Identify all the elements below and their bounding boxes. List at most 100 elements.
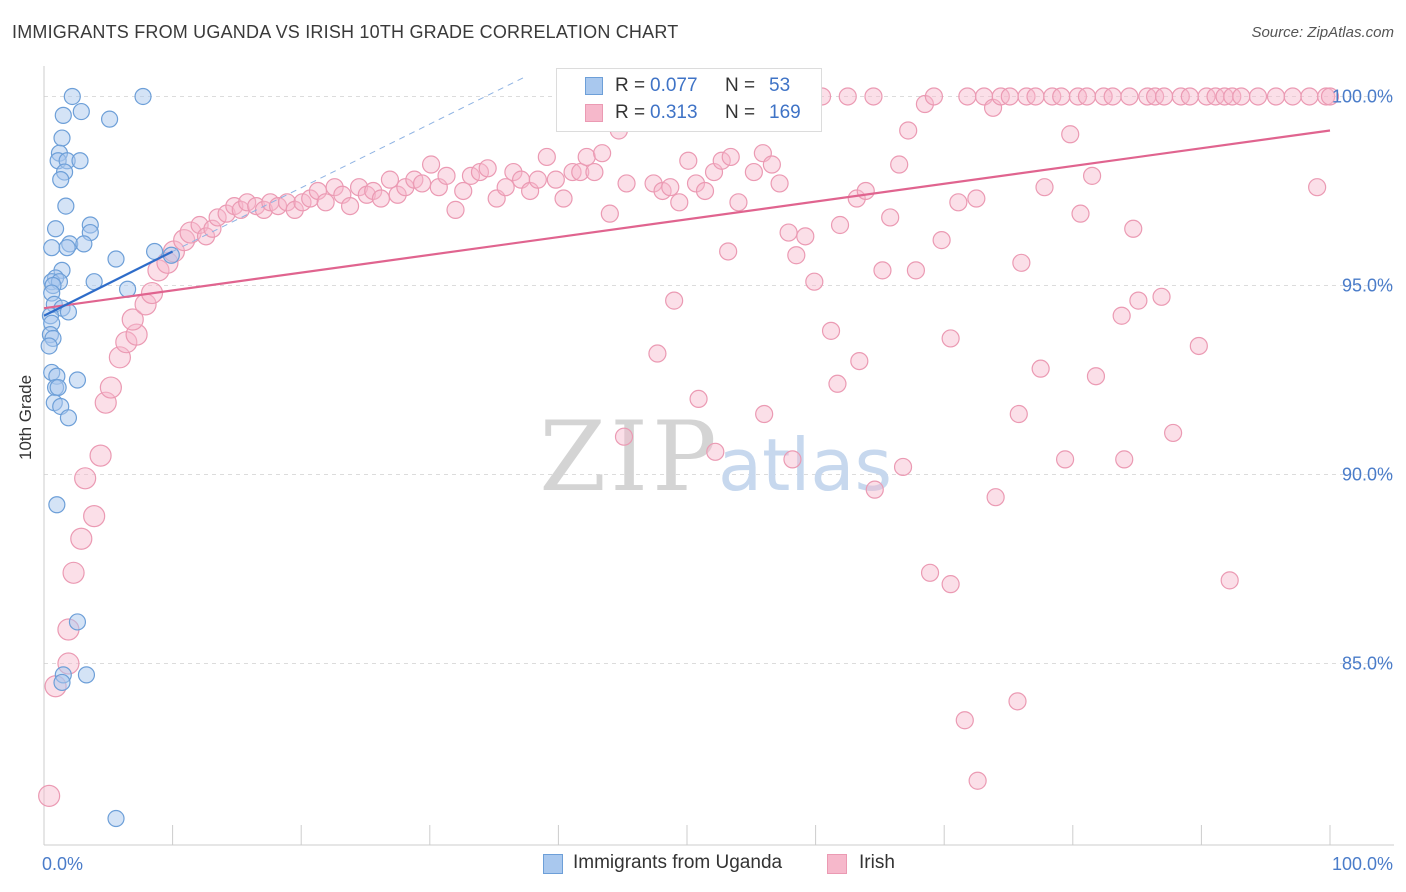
irish-point (787, 246, 806, 265)
uganda-point (72, 102, 90, 121)
irish-point (755, 404, 774, 424)
irish-point (83, 504, 106, 528)
irish-point (179, 221, 202, 244)
uganda-point (75, 235, 93, 253)
irish-point (99, 376, 122, 399)
uganda-point (48, 496, 66, 514)
irish-point (648, 344, 667, 363)
uganda-point (59, 409, 78, 427)
irish-point (1026, 87, 1045, 106)
uganda-point (68, 613, 87, 631)
irish-point (1129, 291, 1148, 310)
legend-swatch-irish (585, 104, 603, 122)
irish-point (1082, 166, 1102, 185)
irish-point (1000, 87, 1019, 106)
irish-point (958, 87, 977, 106)
irish-point (421, 155, 441, 174)
irish-point (1052, 87, 1071, 106)
irish-point (1164, 423, 1183, 443)
irish-point (762, 155, 781, 174)
irish-point (924, 87, 944, 106)
irish-point (1035, 178, 1054, 197)
irish-point (1317, 87, 1336, 106)
irish-point (665, 291, 684, 310)
irish-point (670, 193, 689, 212)
correlation-legend: R = 0.077 N = 53 R = 0.313 N = 169 (556, 68, 822, 132)
uganda-point (107, 250, 125, 268)
irish-point (955, 711, 974, 730)
irish-point (805, 272, 824, 291)
irish-point (340, 196, 360, 216)
irish-point (1155, 87, 1174, 106)
x-tick-label-end: 100.0% (1332, 854, 1393, 874)
irish-point (371, 189, 391, 208)
irish-point (1266, 87, 1286, 106)
irish-point (437, 166, 456, 185)
bottom-swatch-irish (827, 854, 847, 874)
bottom-legend-label-irish: Irish (859, 852, 895, 873)
irish-point (1120, 87, 1139, 106)
uganda-points (40, 87, 180, 828)
legend-n-label: N = (725, 75, 756, 96)
irish-point (1232, 87, 1251, 106)
irish-point (873, 261, 892, 280)
irish-point (364, 181, 383, 201)
irish-point (537, 147, 556, 167)
uganda-point (63, 87, 81, 106)
irish-point (614, 427, 634, 446)
uganda-point (46, 220, 65, 238)
irish-point (546, 170, 565, 189)
irish-point (238, 193, 257, 212)
y-tick-label: 95.0% (1342, 275, 1393, 295)
irish-point (571, 162, 590, 182)
irish-point (1248, 87, 1268, 106)
uganda-point (52, 171, 70, 189)
irish-point (38, 784, 61, 807)
legend-swatch-uganda (585, 77, 603, 95)
irish-point (496, 178, 515, 197)
irish-point (941, 329, 960, 348)
irish-point (412, 174, 432, 193)
bottom-swatch-uganda (543, 854, 563, 874)
irish-point (1012, 253, 1031, 272)
irish-point (70, 527, 93, 550)
uganda-point (49, 378, 67, 397)
irish-point (899, 121, 918, 140)
irish-point (661, 178, 680, 197)
irish-point (563, 162, 582, 182)
legend-n-value-uganda: 53 (769, 75, 791, 96)
irish-point (577, 147, 596, 167)
irish-point (1152, 287, 1171, 306)
irish-point (254, 200, 274, 219)
irish-point (967, 189, 986, 208)
legend-r-value-irish: 0.313 (650, 102, 698, 123)
irish-point (729, 193, 748, 212)
irish-point (712, 151, 731, 170)
irish-point (1061, 125, 1080, 144)
irish-point (388, 185, 407, 204)
irish-point (941, 575, 960, 594)
legend-n-label: N = (725, 102, 756, 123)
irish-point (461, 166, 481, 185)
irish-point (446, 200, 465, 219)
irish-point (1320, 87, 1340, 106)
legend-r-label: R = (615, 75, 646, 96)
irish-point (478, 159, 497, 178)
irish-point (1112, 306, 1131, 325)
y-tick-label: 85.0% (1342, 654, 1393, 674)
irish-point (744, 162, 763, 182)
irish-point (850, 351, 869, 371)
irish-point (830, 215, 850, 235)
irish-point (1220, 571, 1239, 590)
irish-point (380, 170, 400, 189)
irish-point (325, 178, 344, 197)
irish-point (349, 178, 369, 197)
irish-point (932, 231, 951, 250)
irish-point (1009, 404, 1028, 424)
irish-point (949, 193, 968, 212)
source-label: Source: ZipAtlas.com (1251, 24, 1394, 41)
irish-point (1180, 87, 1199, 106)
uganda-point (53, 673, 71, 692)
irish-point (865, 480, 884, 499)
uganda-point (58, 239, 76, 257)
